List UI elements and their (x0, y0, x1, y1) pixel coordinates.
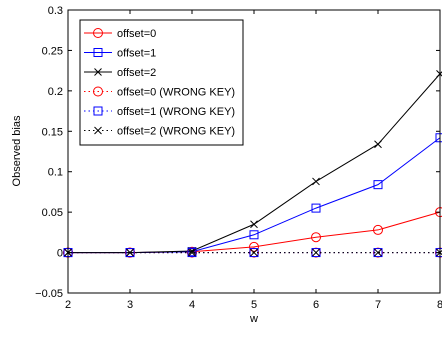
legend-marker-2-stroke-b (94, 68, 102, 76)
series-5-point-4-stroke-b (312, 248, 320, 257)
series-2-point-4-stroke-b (312, 177, 320, 186)
series-4-point-1 (125, 248, 135, 258)
y-tick-label-1: 0 (57, 248, 63, 260)
series-5 (64, 248, 442, 257)
x-tick-label-4: 4 (189, 299, 195, 311)
series-5-point-4 (312, 248, 320, 257)
series-0-point-3 (249, 241, 259, 252)
series-1-point-5 (373, 180, 383, 190)
y-tick-label-5: 0.2 (48, 86, 63, 98)
series-5-point-5-stroke-b (374, 248, 382, 257)
series-5-point-1-stroke-b (126, 248, 134, 257)
legend-marker-5-stroke-b (94, 126, 102, 135)
legend: offset=0 offset=1 offset=2 offset=0 (WRONG … (79, 19, 244, 146)
legend-marker-4 (93, 106, 103, 116)
x-tick-label-7: 7 (375, 299, 381, 311)
x-tick-label-8: 8 (437, 299, 442, 311)
y-tick-label-3: 0.1 (48, 167, 63, 179)
series-4-point-2 (187, 248, 197, 258)
x-tick-label-2: 2 (65, 299, 71, 311)
x-tick-label-6: 6 (313, 299, 319, 311)
legend-label-4: offset=1 (WRONG KEY) (117, 106, 235, 118)
legend-marker-3 (93, 86, 103, 97)
legend-box (79, 19, 244, 146)
series-2-point-3 (250, 220, 258, 229)
series-5-point-5 (374, 248, 382, 257)
x-axis-label: w (249, 313, 258, 325)
series-1-point-4 (311, 203, 321, 213)
series-1-point-3 (249, 230, 259, 240)
legend-label-5: offset=2 (WRONG KEY) (117, 126, 235, 138)
series-5-point-3 (250, 248, 258, 257)
legend-marker-1 (93, 48, 103, 57)
series-0-point-5 (373, 224, 383, 235)
legend-label-1: offset=1 (117, 48, 156, 60)
legend-label-3: offset=0 (WRONG KEY) (117, 87, 235, 99)
legend-label-0: offset=0 (117, 28, 156, 40)
series-5-point-1 (126, 248, 134, 257)
series-2-point-5-stroke-b (374, 140, 382, 149)
y-tick-label-0: −0.05 (35, 288, 63, 300)
y-axis-label: Observed bias (11, 115, 23, 186)
y-tick-label-4: 0.15 (42, 126, 63, 138)
y-tick-label-6: 0.25 (42, 45, 63, 57)
series-5-point-3-stroke-b (250, 248, 258, 257)
legend-marker-2 (94, 68, 102, 76)
ticks-layer: 2 3 4 5 6 7 8 −0.05 0 0.05 0.1 0.15 0.2 0.25 0.3 (35, 5, 442, 311)
x-tick-label-3: 3 (127, 299, 133, 311)
legend-marker-5 (94, 126, 102, 135)
series-2-point-4 (312, 177, 320, 186)
y-tick-label-7: 0.3 (48, 5, 63, 17)
y-tick-label-2: 0.05 (42, 207, 63, 219)
legend-marker-0 (93, 28, 103, 38)
series-5-point-2-stroke-b (188, 248, 196, 257)
x-tick-label-5: 5 (251, 299, 257, 311)
legend-label-2: offset=2 (117, 67, 156, 79)
series-0-point-4 (311, 232, 321, 243)
series-2-point-5 (374, 140, 382, 149)
series-5-point-2 (188, 248, 196, 257)
series-2-point-3-stroke-b (250, 220, 258, 229)
